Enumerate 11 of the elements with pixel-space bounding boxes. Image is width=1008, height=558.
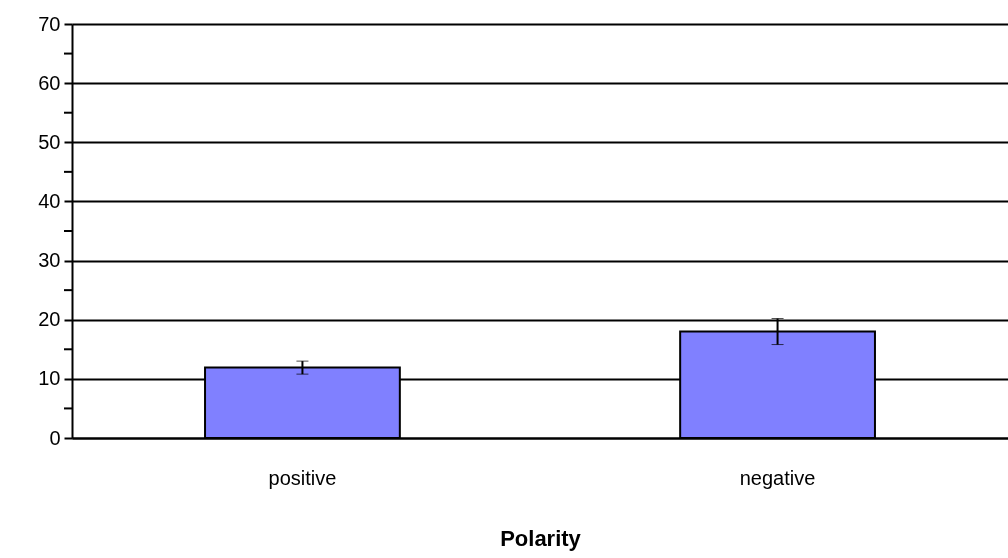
x-tick-label: positive xyxy=(268,466,337,489)
y-tick-label: 40 xyxy=(38,189,61,212)
x-tick-label: negative xyxy=(739,466,816,489)
y-tick-label: 30 xyxy=(38,249,61,272)
x-axis-title: Polarity xyxy=(500,525,582,551)
y-tick-label: 10 xyxy=(38,367,61,390)
y-tick-label: 60 xyxy=(38,71,61,94)
y-tick-label: 50 xyxy=(38,130,61,153)
y-tick-label: 20 xyxy=(38,308,61,331)
y-tick-label: 70 xyxy=(38,12,61,35)
y-tick-label: 0 xyxy=(49,426,61,449)
